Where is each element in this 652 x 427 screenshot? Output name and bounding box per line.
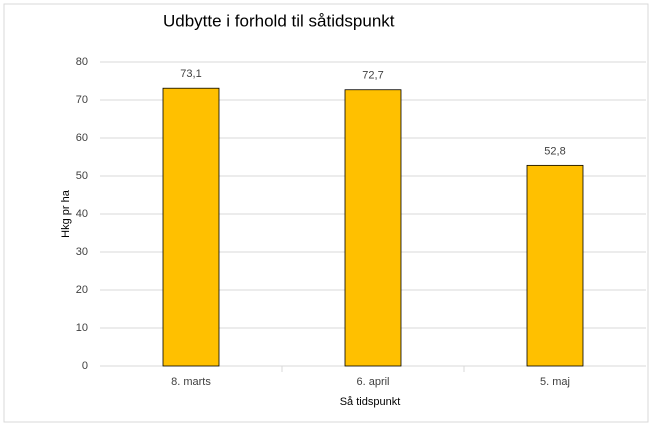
data-label: 72,7 <box>362 70 383 82</box>
y-tick-label: 40 <box>76 208 88 220</box>
x-tick-label: 8. marts <box>171 376 211 388</box>
y-tick-label: 50 <box>76 170 88 182</box>
y-tick-label: 70 <box>76 94 88 106</box>
bar <box>162 87 220 367</box>
y-axis-label: Hkg pr ha <box>60 189 72 238</box>
y-tick-label: 10 <box>76 322 88 334</box>
data-label: 73,1 <box>180 68 201 80</box>
y-tick-label: 60 <box>76 132 88 144</box>
data-label: 52,8 <box>544 145 565 157</box>
y-tick-label: 0 <box>82 360 88 372</box>
x-tick-label: 5. maj <box>540 376 570 388</box>
x-axis-label: Så tidspunkt <box>340 396 401 408</box>
bar <box>344 89 402 367</box>
y-tick-label: 20 <box>76 284 88 296</box>
chart-title: Udbytte i forhold til såtidspunkt <box>163 11 395 30</box>
y-tick-label: 30 <box>76 246 88 258</box>
y-tick-label: 80 <box>76 56 88 68</box>
bar <box>526 164 584 367</box>
x-tick-label: 6. april <box>356 376 389 388</box>
